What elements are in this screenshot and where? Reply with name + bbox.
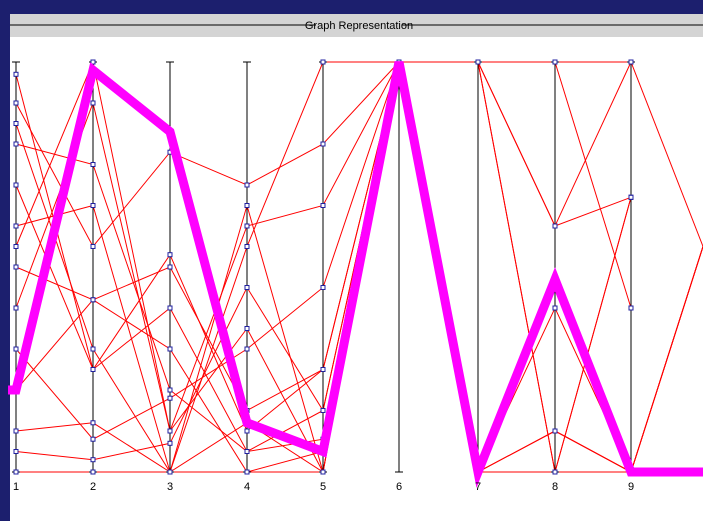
highlighted-path-group (8, 61, 703, 488)
node-marker-6-8 (552, 428, 558, 434)
node-marker-3-3 (167, 387, 173, 393)
axis-label-6: 6 (396, 481, 402, 493)
node-marker-14-3 (167, 469, 173, 475)
background-line-tail-1 (630, 61, 703, 247)
node-marker-4-5 (320, 285, 326, 290)
axis-label-1: 1 (13, 481, 19, 493)
node-marker-12-1 (13, 71, 19, 77)
node-marker-13-2 (90, 59, 96, 65)
node-marker-1-2 (90, 420, 96, 426)
axis-label-3: 3 (167, 481, 173, 493)
node-marker-14-8 (552, 469, 558, 475)
node-marker-3-2 (90, 162, 96, 167)
node-marker-3-1 (13, 141, 19, 147)
node-marker-9-2 (90, 100, 96, 106)
node-marker-8-1 (13, 223, 19, 229)
axis-label-5: 5 (320, 481, 326, 493)
axis-label-4: 4 (244, 481, 250, 493)
node-marker-8-8 (552, 223, 558, 229)
node-marker-13-7 (475, 59, 481, 65)
node-marker-6-5 (320, 408, 326, 413)
node-marker-8-9 (628, 59, 634, 65)
node-marker-4-4 (244, 346, 250, 352)
node-marker-5-1 (13, 100, 19, 106)
node-marker-7-3 (167, 305, 173, 311)
node-marker-14-4 (244, 203, 250, 208)
node-marker-11-2 (90, 469, 96, 475)
axis-label-2: 2 (90, 481, 96, 493)
chart-title: Graph Representation (305, 20, 413, 32)
node-marker-5-8 (552, 59, 558, 65)
axis-label-7: 7 (475, 481, 481, 493)
node-marker-13-3 (167, 428, 173, 434)
node-marker-6-1 (13, 449, 19, 454)
node-marker-5-5 (320, 141, 326, 147)
node-marker-5-2 (90, 244, 96, 249)
node-marker-8-5 (320, 59, 326, 65)
node-marker-6-2 (90, 457, 96, 463)
node-marker-2-1 (13, 264, 19, 270)
node-marker-4-1 (13, 346, 19, 352)
node-marker-2-3 (167, 264, 173, 270)
node-marker-7-1 (13, 182, 19, 188)
node-marker-14-9 (628, 194, 634, 200)
node-marker-3-8 (552, 305, 558, 311)
background-line-tail-13 (630, 246, 703, 473)
node-marker-7-4 (244, 449, 250, 454)
node-marker-8-4 (244, 244, 250, 249)
node-marker-12-3 (167, 252, 173, 258)
node-marker-12-5 (320, 367, 326, 372)
node-marker-12-2 (90, 367, 96, 372)
node-marker-10-3 (167, 346, 173, 352)
axis-label-8: 8 (552, 481, 558, 493)
node-marker-11-4 (244, 469, 250, 475)
header-bar (10, 14, 703, 37)
node-marker-10-2 (90, 297, 96, 303)
node-marker-9-5 (320, 203, 326, 208)
axes-group (12, 61, 635, 473)
node-marker-11-1 (13, 469, 19, 475)
node-marker-6-3 (167, 440, 173, 446)
axis-label-9: 9 (628, 481, 634, 493)
node-marker-14-1 (13, 121, 19, 126)
node-marker-12-4 (244, 428, 250, 434)
node-marker-13-1 (13, 244, 19, 249)
node-marker-1-1 (13, 428, 19, 434)
node-marker-5-4 (244, 182, 250, 188)
node-marker-5-9 (628, 305, 634, 311)
node-marker-4-2 (90, 436, 96, 442)
node-marker-9-1 (13, 305, 19, 311)
axis-labels-group: 1 2 3 4 5 6 7 8 9 (13, 481, 634, 493)
node-marker-4-3 (167, 395, 173, 401)
node-marker-8-2 (90, 203, 96, 208)
highlighted-path (8, 61, 703, 488)
node-marker-6-4 (244, 285, 250, 290)
node-marker-9-4 (244, 223, 250, 229)
node-marker-13-4 (244, 326, 250, 331)
node-marker-14-5 (320, 469, 326, 475)
node-marker-14-2 (90, 346, 96, 352)
